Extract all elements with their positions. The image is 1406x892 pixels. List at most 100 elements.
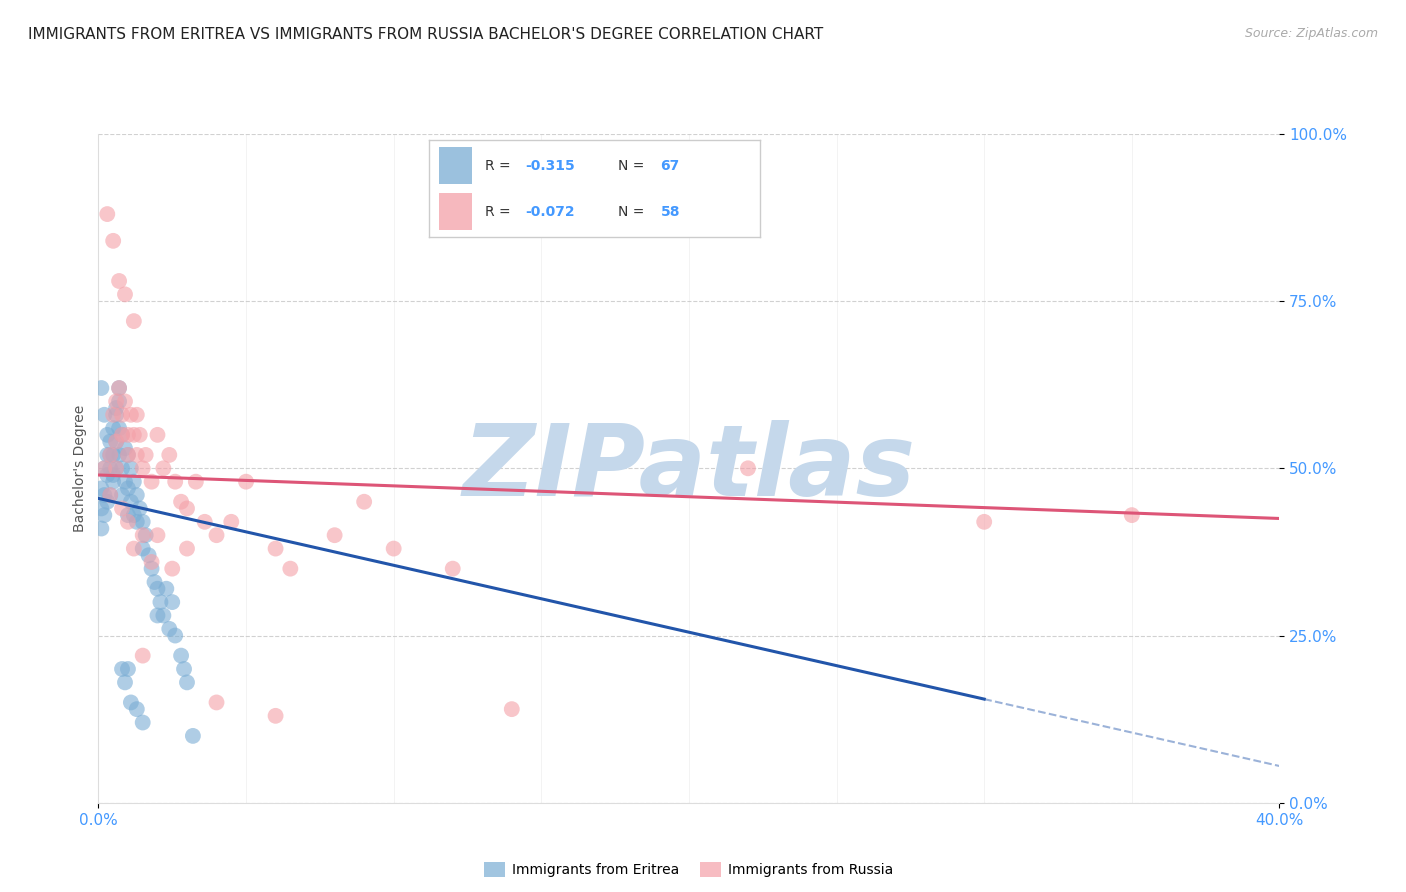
Point xyxy=(162,595,183,609)
Point xyxy=(105,394,128,409)
Point xyxy=(98,488,121,502)
Point xyxy=(278,562,302,576)
Text: ZIPatlas: ZIPatlas xyxy=(463,420,915,516)
Point xyxy=(108,394,131,409)
Point xyxy=(105,408,128,422)
Point xyxy=(114,475,136,489)
Point xyxy=(125,702,148,716)
Point xyxy=(157,622,180,636)
Point xyxy=(96,428,118,442)
Point xyxy=(105,434,128,449)
Point xyxy=(111,428,134,442)
Point xyxy=(117,508,139,523)
Point xyxy=(114,287,136,301)
Point xyxy=(146,582,169,596)
Point xyxy=(132,528,155,542)
Point xyxy=(93,508,115,523)
Point xyxy=(103,408,125,422)
Point xyxy=(1121,508,1143,523)
Point xyxy=(184,475,207,489)
Point xyxy=(132,461,155,475)
Point xyxy=(90,521,112,535)
Point xyxy=(973,515,995,529)
Point xyxy=(108,274,131,288)
Point xyxy=(132,648,155,663)
Point xyxy=(111,501,134,516)
Point xyxy=(132,715,155,730)
Point xyxy=(122,428,145,442)
Point xyxy=(103,421,125,435)
Point xyxy=(103,448,125,462)
Point xyxy=(105,401,128,416)
Point xyxy=(125,448,148,462)
Point xyxy=(98,434,121,449)
Point xyxy=(382,541,405,556)
Point xyxy=(141,555,163,569)
Point xyxy=(108,448,131,462)
Point xyxy=(125,488,148,502)
Point xyxy=(149,595,172,609)
Point xyxy=(323,528,346,542)
Text: IMMIGRANTS FROM ERITREA VS IMMIGRANTS FROM RUSSIA BACHELOR'S DEGREE CORRELATION : IMMIGRANTS FROM ERITREA VS IMMIGRANTS FR… xyxy=(28,27,824,42)
Point xyxy=(114,394,136,409)
Point xyxy=(128,501,150,516)
Point xyxy=(105,461,128,475)
Point xyxy=(120,696,142,710)
Point xyxy=(501,702,523,716)
Point xyxy=(181,729,204,743)
Point xyxy=(125,515,148,529)
Point xyxy=(264,708,287,723)
Point xyxy=(122,508,145,523)
Point xyxy=(93,488,115,502)
Point xyxy=(128,428,150,442)
Y-axis label: Bachelor's Degree: Bachelor's Degree xyxy=(73,405,87,532)
Point xyxy=(98,461,121,475)
Point xyxy=(146,608,169,623)
Point xyxy=(125,408,148,422)
Point xyxy=(90,381,112,395)
Point xyxy=(117,448,139,462)
Point xyxy=(108,381,131,395)
Point xyxy=(135,448,157,462)
Point xyxy=(141,475,163,489)
Point xyxy=(114,442,136,456)
Point xyxy=(98,448,121,462)
Point xyxy=(152,608,174,623)
Point xyxy=(117,448,139,462)
Point xyxy=(170,648,193,663)
Point xyxy=(96,468,118,483)
Point xyxy=(120,494,142,508)
Point xyxy=(90,501,112,516)
Point xyxy=(176,501,198,516)
Point xyxy=(165,628,187,642)
Point xyxy=(96,448,118,462)
Point xyxy=(170,494,193,508)
Point xyxy=(108,421,131,435)
Point xyxy=(98,448,121,462)
Point xyxy=(117,428,139,442)
Point xyxy=(122,475,145,489)
Point xyxy=(194,515,217,529)
Point xyxy=(103,468,125,483)
Point xyxy=(205,528,228,542)
Point xyxy=(111,461,134,475)
Point xyxy=(93,461,115,475)
Point xyxy=(176,541,198,556)
Point xyxy=(111,428,134,442)
Point xyxy=(146,428,169,442)
Text: Source: ZipAtlas.com: Source: ZipAtlas.com xyxy=(1244,27,1378,40)
Point xyxy=(122,314,145,328)
Point xyxy=(165,475,187,489)
Point xyxy=(96,207,118,221)
Point xyxy=(162,562,183,576)
Point xyxy=(264,541,287,556)
Point xyxy=(90,482,112,496)
Point xyxy=(105,461,128,475)
Point xyxy=(146,528,169,542)
Point xyxy=(111,662,134,676)
Point xyxy=(219,515,242,529)
Point xyxy=(135,528,157,542)
Point xyxy=(157,448,180,462)
Point xyxy=(143,575,166,590)
Legend: Immigrants from Eritrea, Immigrants from Russia: Immigrants from Eritrea, Immigrants from… xyxy=(479,857,898,883)
